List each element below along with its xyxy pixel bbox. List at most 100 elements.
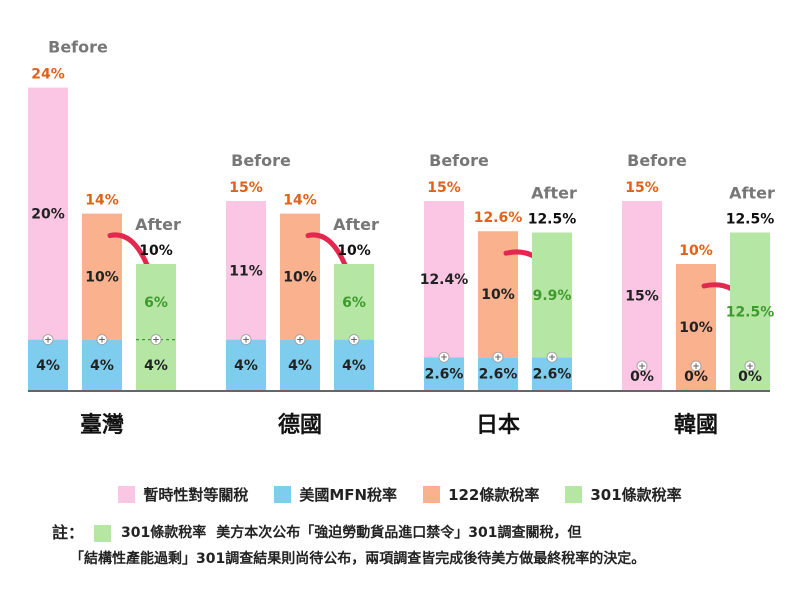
plus-marker [348,334,360,346]
total-label: 10% [139,243,173,259]
data-label: 2.6% [425,367,464,383]
bar-segment-mfn [28,339,68,390]
data-label: 20% [31,207,65,223]
country-label: 臺灣 [80,413,124,438]
data-label: 0% [684,369,708,385]
country-label: 日本 [476,413,520,438]
total-label: 24% [31,67,65,83]
footnote-text-2: 「結構性產能過剩」301調查結果則尚待公布，兩項調查皆完成後待美方做最終稅率的決… [70,551,646,567]
data-label: 2.6% [479,367,518,383]
footnote-line-2: 「結構性產能過剩」301調查結果則尚待公布，兩項調查皆完成後待美方做最終稅率的決… [52,546,792,572]
plus-marker [546,351,558,363]
before-label: Before [48,38,108,57]
country-label: 德國 [278,412,322,438]
plus-marker [240,334,252,346]
footnote-line-1: 註： 301條款稅率 美方本次公布「強迫勞動貨品進口禁令」301調查關稅，但 [52,520,792,546]
data-label: 11% [229,263,263,279]
bar-segment-temp [28,87,68,340]
data-label: 0% [738,369,762,385]
plus-marker-label: + [98,336,106,346]
plus-marker [636,360,648,372]
bar-segment-temp [424,201,464,358]
legend-item-temp: 暫時性對等關稅 [118,484,248,505]
bar-segment-mfn [82,339,122,390]
after-label: After [729,184,775,203]
footnote-text-1: 美方本次公布「強迫勞動貨品進口禁令」301調查關稅，但 [216,525,582,541]
footnote-swatch-label: 301條款稅率 [121,525,207,541]
data-label: 4% [36,358,60,374]
plus-marker-label: + [548,353,556,363]
total-label: 15% [625,180,659,196]
data-label: 10% [283,270,317,286]
data-label: 6% [342,295,366,311]
plus-marker-label: + [296,336,304,346]
bar-segment-s301 [136,264,176,340]
data-label: 4% [90,358,114,374]
legend-label-temp: 暫時性對等關稅 [143,485,249,504]
plus-marker [492,351,504,363]
bar-segment-mfn [478,357,518,390]
data-label: 10% [85,270,119,286]
plus-marker [294,334,306,346]
bar-segment-s301 [334,264,374,340]
plus-marker-label: + [692,362,700,372]
after-label: After [531,184,577,203]
plus-marker [96,334,108,346]
footnote-swatch-s301 [94,524,112,542]
total-label: 12.5% [726,212,775,228]
legend-item-s122: 122條款稅率 [423,484,539,505]
footnote: 註： 301條款稅率 美方本次公布「強迫勞動貨品進口禁令」301調查關稅，但 「… [52,520,792,572]
total-label: 15% [427,180,461,196]
bar-segment-s301 [136,339,176,390]
before-label: Before [231,151,291,170]
before-label: Before [627,151,687,170]
data-label: 2.6% [533,367,572,383]
plus-marker [690,360,702,372]
plus-marker [438,351,450,363]
data-label: 12.5% [726,304,775,320]
legend-label-s301: 301條款稅率 [590,485,682,504]
plus-marker-label: + [152,336,160,346]
bar-segment-mfn [532,357,572,390]
before-label: Before [429,151,489,170]
plus-marker-label: + [350,336,358,346]
plus-marker-label: + [638,362,646,372]
bar-segment-temp [226,201,266,340]
total-label: 10% [679,243,713,259]
country-label: 韓國 [674,412,718,438]
data-label: 12.4% [420,272,469,288]
plus-marker [42,334,54,346]
total-label: 12.6% [474,210,523,226]
data-label: 10% [679,320,713,336]
plus-marker-label: + [746,362,754,372]
plus-marker-label: + [440,353,448,363]
bar-segment-s301 [532,232,572,358]
total-label: 14% [283,193,317,209]
legend-item-mfn: 美國MFN稅率 [274,484,397,505]
plus-marker [150,334,162,346]
data-label: 15% [625,289,659,305]
data-label: 9.9% [533,288,572,304]
after-label: After [333,215,379,234]
legend-label-mfn: 美國MFN稅率 [299,485,398,504]
legend: 暫時性對等關稅 美國MFN稅率 122條款稅率 301條款稅率 [0,482,800,506]
legend-item-s301: 301條款稅率 [565,484,682,505]
total-label: 15% [229,180,263,196]
data-label: 4% [288,358,312,374]
tariff-chart: +4% 20% 24% Before +4% 10% 14% +4% 6% 10% After 臺灣 +… [28,38,775,438]
legend-label-s122: 122條款稅率 [448,485,540,504]
plus-marker-label: + [494,353,502,363]
data-label: 10% [481,287,515,303]
bar-segment-mfn [280,339,320,390]
data-label: 4% [342,358,366,374]
plus-marker-label: + [242,336,250,346]
legend-swatch-s122 [423,485,441,503]
bar-segment-mfn [334,339,374,390]
legend-swatch-s301 [565,485,583,503]
total-label: 10% [337,243,371,259]
data-label: 6% [144,295,168,311]
bar-segment-temp [622,201,662,390]
total-label: 14% [85,193,119,209]
legend-swatch-temp [118,485,136,503]
plus-marker [744,360,756,372]
